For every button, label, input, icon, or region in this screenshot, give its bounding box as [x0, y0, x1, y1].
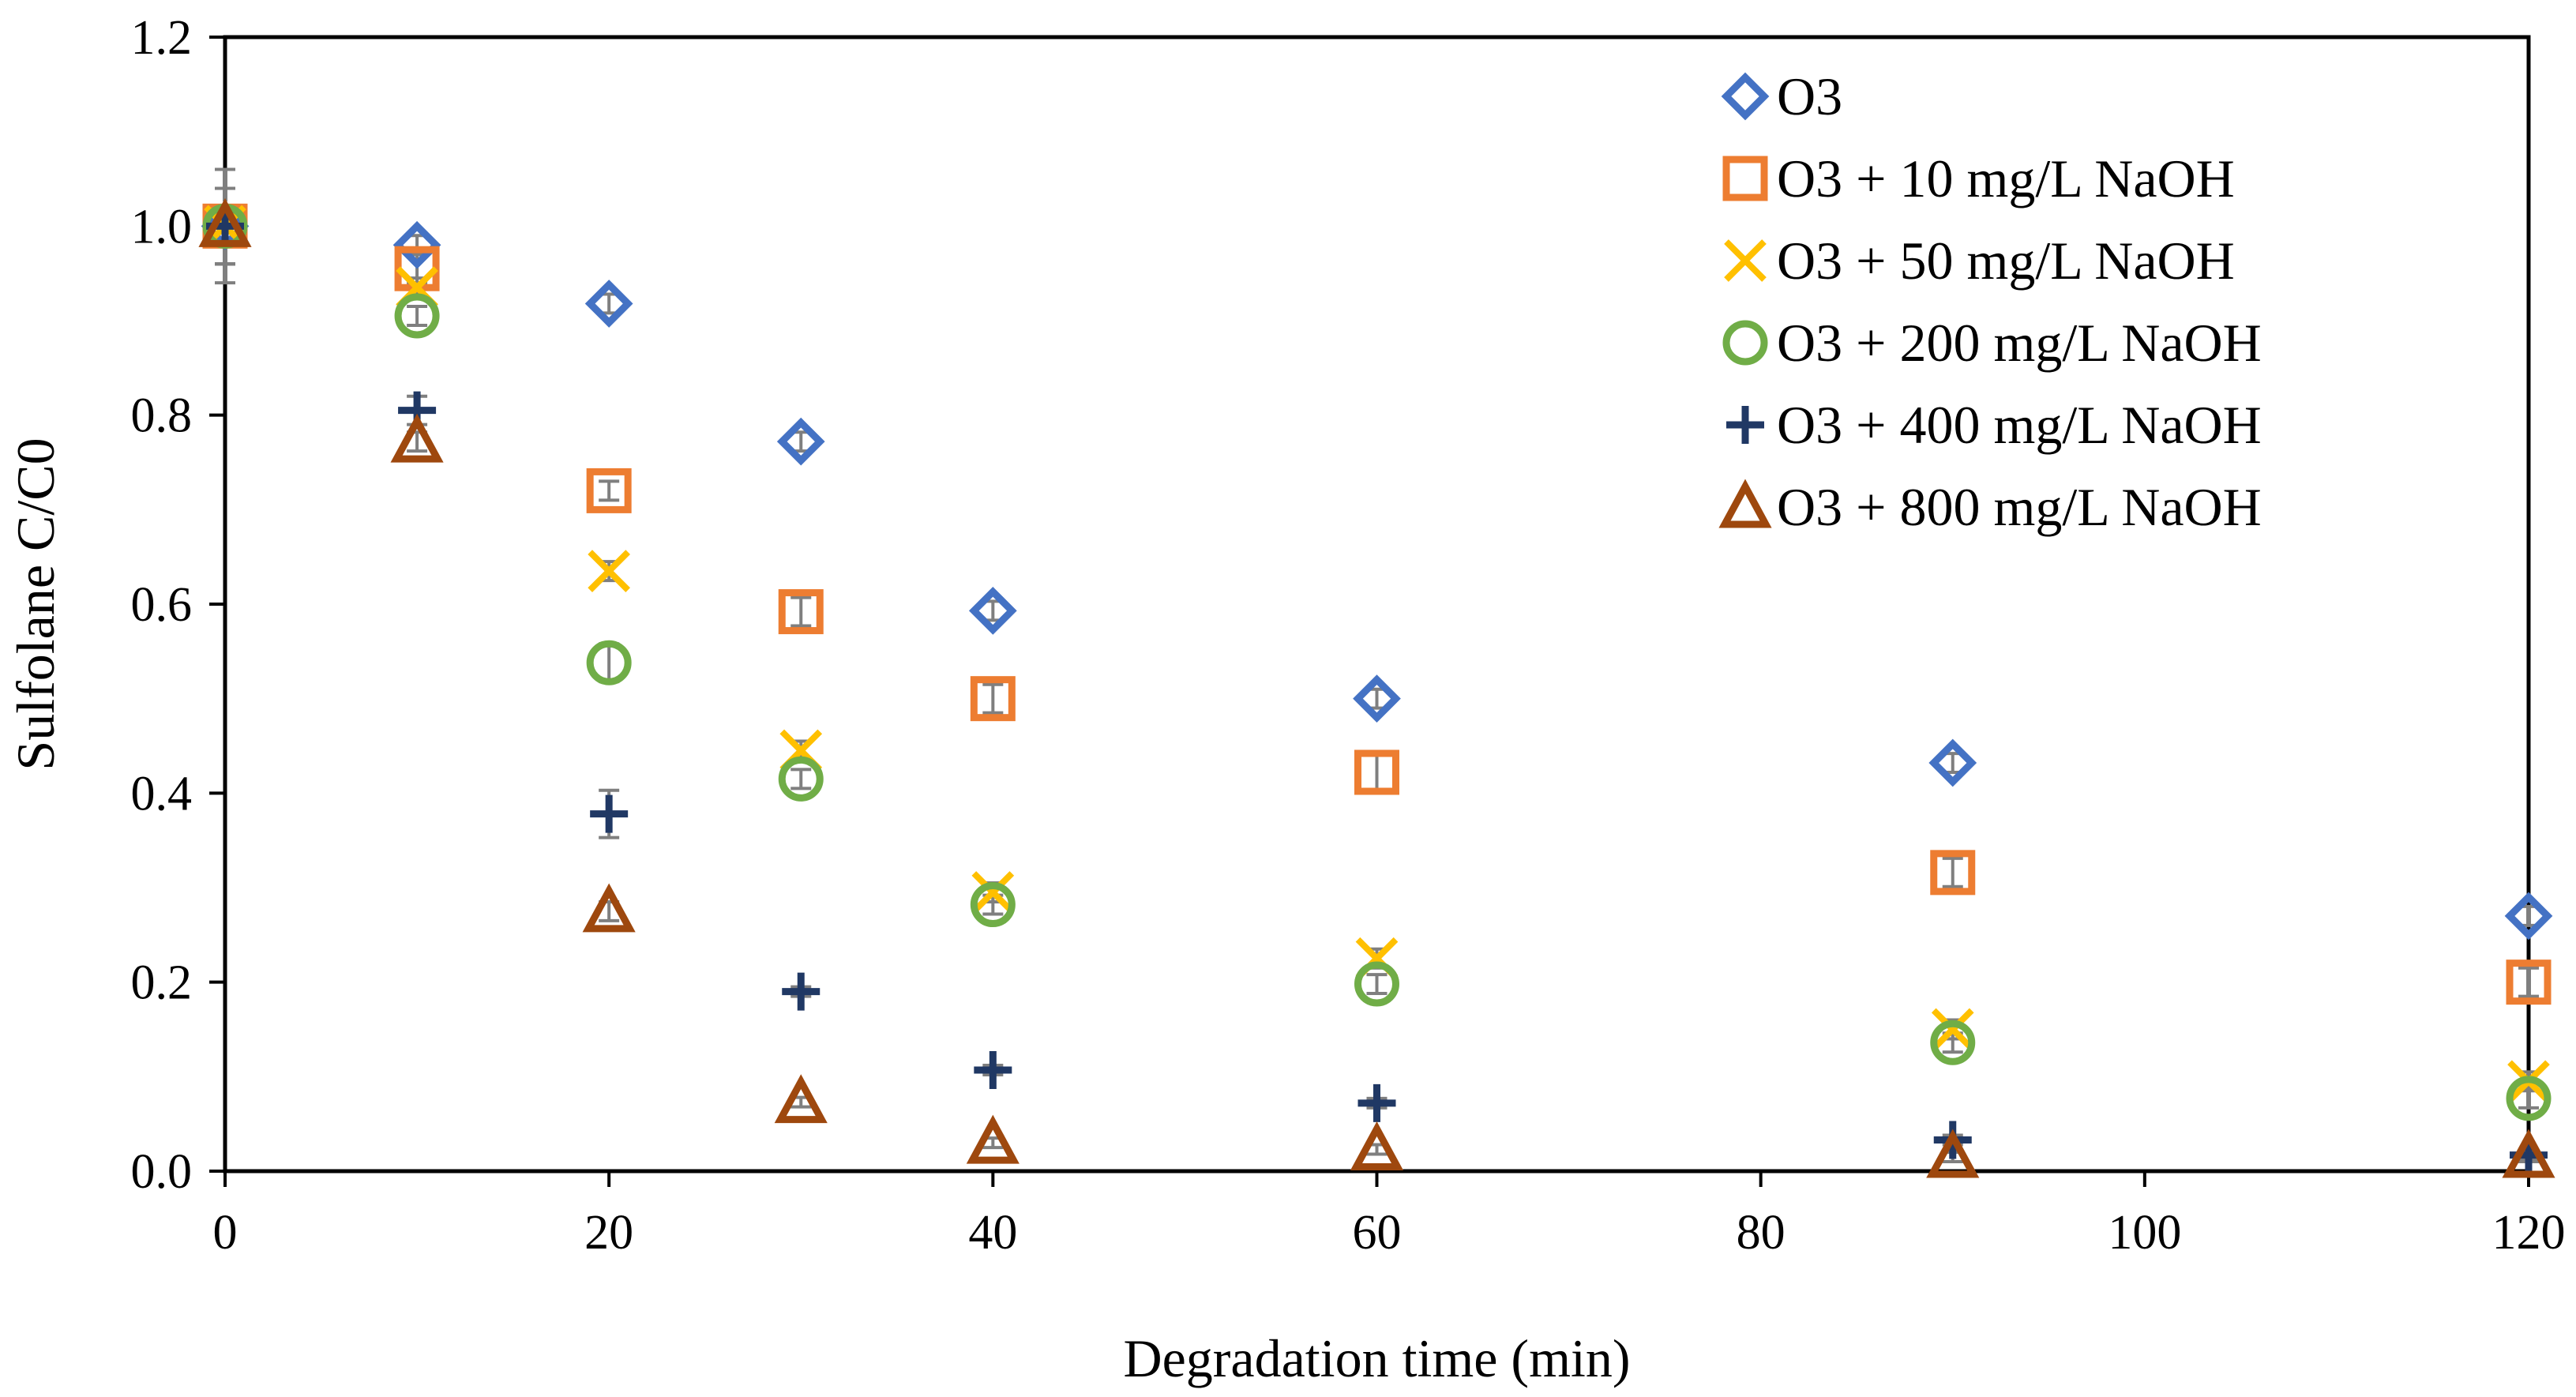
- y-tick-label: 0.4: [131, 767, 193, 821]
- data-point: [1930, 850, 1976, 896]
- data-point: [970, 882, 1016, 928]
- data-point: [1928, 738, 1977, 787]
- data-point: [586, 468, 632, 513]
- data-point: [1354, 961, 1399, 1007]
- legend-item: O3 + 200 mg/L NaOH: [1722, 313, 2262, 373]
- error-bar: [790, 595, 812, 628]
- data-point: [588, 550, 630, 592]
- data-point: [974, 1050, 1012, 1089]
- y-tick-label: 0.0: [131, 1145, 193, 1199]
- data-point: [198, 197, 252, 247]
- legend-marker: [1726, 406, 1764, 444]
- y-tick-label: 0.8: [131, 389, 193, 443]
- data-point: [778, 589, 824, 635]
- error-bar: [790, 768, 812, 791]
- legend-marker: [1721, 72, 1770, 121]
- x-tick-label: 60: [1353, 1206, 1402, 1260]
- error-bar: [1942, 856, 1963, 888]
- y-tick-label: 0.2: [131, 956, 193, 1010]
- legend-marker: [1718, 479, 1772, 528]
- x-tick-label: 40: [968, 1206, 1017, 1260]
- legend-item: O3 + 400 mg/L NaOH: [1726, 395, 2262, 455]
- data-point: [970, 676, 1016, 722]
- data-point: [1926, 1128, 1980, 1178]
- axis-ticks: 0 20 40 60 80 100 120 0.0 0.2 0.4 0.6 0.8 1.0 1.2: [131, 11, 2566, 1260]
- data-point: [590, 794, 629, 833]
- data-point: [1931, 1008, 1974, 1051]
- error-bar: [982, 682, 1004, 715]
- x-tick-label: 120: [2492, 1206, 2566, 1260]
- data-point: [971, 871, 1015, 914]
- x-tick-label: 100: [2108, 1206, 2181, 1260]
- error-bar: [1366, 973, 1388, 996]
- legend: O3 O3 + 10 mg/L NaOH O3 + 50 mg/L NaOH O3 +…: [1718, 66, 2262, 537]
- data-point: [2502, 1128, 2555, 1178]
- error-bar: [790, 430, 812, 453]
- data-point: [1930, 1020, 1976, 1065]
- data-point: [390, 413, 444, 463]
- x-tick-label: 0: [213, 1206, 238, 1260]
- y-tick-label: 0.6: [131, 578, 193, 632]
- error-bar: [1366, 752, 1388, 793]
- data-point: [1353, 674, 1401, 723]
- legend-item: O3 + 10 mg/L NaOH: [1722, 148, 2235, 208]
- error-bar: [599, 292, 620, 315]
- y-tick-label: 1.0: [131, 200, 193, 253]
- legend-label: O3 + 10 mg/L NaOH: [1777, 148, 2235, 208]
- legend-marker: [1724, 239, 1767, 282]
- data-point: [2504, 892, 2553, 941]
- x-axis-title: Degradation time (min): [1123, 1328, 1630, 1388]
- y-tick-label: 1.2: [131, 11, 193, 65]
- legend-marker: [1722, 320, 1768, 366]
- legend-marker: [1722, 156, 1768, 201]
- legend-label: O3 + 800 mg/L NaOH: [1777, 477, 2262, 537]
- error-bar: [2518, 904, 2539, 927]
- error-bar: [599, 642, 620, 684]
- error-bar: [2518, 966, 2539, 998]
- data-point: [782, 972, 820, 1011]
- data-point: [392, 220, 441, 269]
- legend-item: O3: [1721, 66, 1842, 126]
- error-bar: [1366, 687, 1388, 710]
- error-bar: [407, 305, 428, 327]
- error-bar: [1942, 752, 1963, 775]
- data-point: [2506, 959, 2552, 1005]
- error-bar: [982, 599, 1004, 622]
- x-tick-label: 20: [584, 1206, 633, 1260]
- data-point: [778, 756, 824, 802]
- data-point: [584, 280, 633, 328]
- data-point: [966, 1114, 1020, 1164]
- data-points: [198, 197, 2555, 1178]
- legend-label: O3 + 200 mg/L NaOH: [1777, 313, 2262, 373]
- data-point: [968, 587, 1017, 635]
- data-point: [1357, 1083, 1396, 1122]
- data-point: [586, 640, 632, 685]
- data-point: [582, 883, 636, 933]
- legend-label: O3: [1777, 66, 1842, 126]
- legend-item: O3 + 50 mg/L NaOH: [1724, 231, 2235, 291]
- legend-label: O3 + 400 mg/L NaOH: [1777, 395, 2262, 455]
- legend-label: O3 + 50 mg/L NaOH: [1777, 231, 2235, 291]
- legend-item: O3 + 800 mg/L NaOH: [1718, 477, 2262, 537]
- data-point: [394, 293, 440, 339]
- y-axis-title: Sulfolane C/C0: [6, 438, 66, 770]
- data-point: [776, 417, 825, 466]
- data-point: [1354, 749, 1399, 795]
- data-point: [2506, 1076, 2552, 1121]
- x-tick-label: 80: [1737, 1206, 1786, 1260]
- data-point: [1350, 1121, 1404, 1170]
- data-point: [774, 1074, 828, 1124]
- error-bar: [599, 479, 620, 502]
